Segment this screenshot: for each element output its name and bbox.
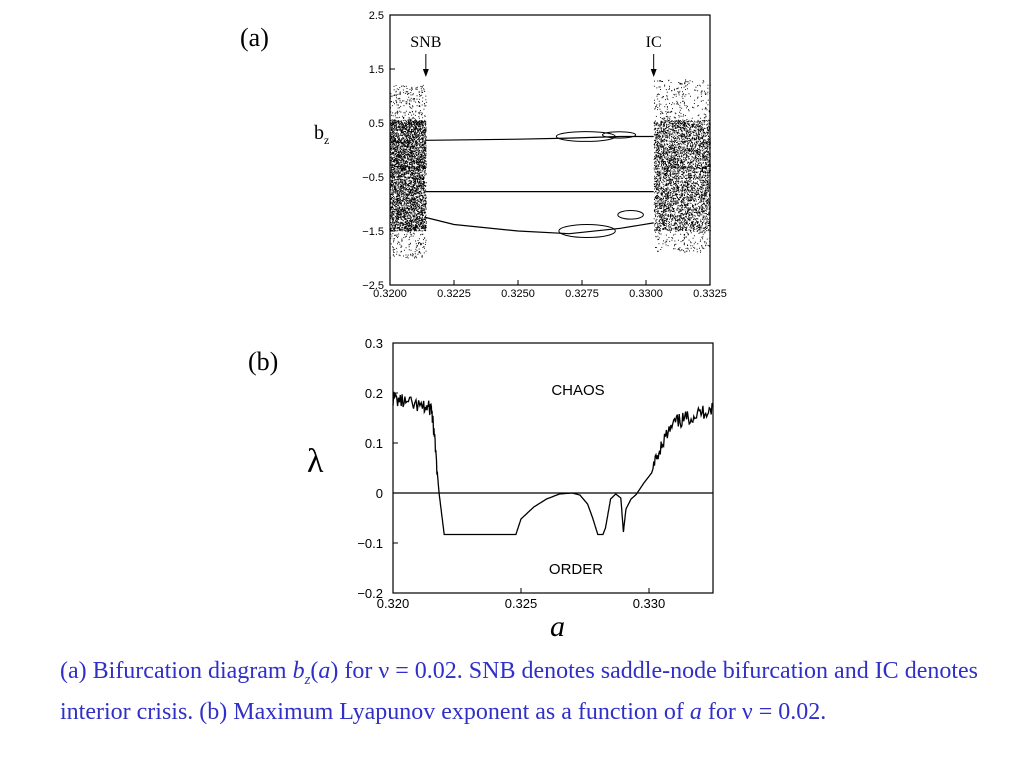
chaotic-band (390, 84, 427, 259)
order-region-label: ORDER (549, 561, 603, 578)
bifurcation-loop (555, 131, 616, 142)
y-axis-label-b: λ (307, 443, 324, 480)
plot-frame-b (392, 342, 714, 594)
caption-a2-italic: a (689, 698, 702, 725)
x-tick-label: 0.3325 (693, 288, 727, 300)
x-axis-a: 0.3200 0.3225 0.3250 0.3275 0.3300 0.3325 (373, 280, 727, 300)
y-tick-label: −0.2 (357, 586, 383, 601)
caption-text-3: for ν = 0.02. (701, 698, 827, 725)
y-tick-label: 0.2 (365, 386, 383, 401)
caption-z-subscript: z (304, 671, 311, 688)
bifurcation-loop (617, 210, 644, 220)
y-tick-label: 0.3 (365, 336, 383, 351)
y-tick-label: −0.5 (362, 172, 384, 184)
y-tick-label: 1.5 (369, 64, 384, 76)
x-tick-label: 0.330 (633, 596, 666, 611)
lyapunov-panel: (b) 0.3 0.2 0.1 0 −0.1 −0.2 0.320 0.325 0.330 λ… (248, 336, 714, 643)
branch-lower (425, 216, 654, 235)
y-tick-label: 0.1 (365, 436, 383, 451)
periodic-branches (425, 131, 654, 238)
y-tick-label: −1.5 (362, 226, 384, 238)
caption-b-italic: b (292, 658, 305, 684)
y-axis-b: 0.3 0.2 0.1 0 −0.1 −0.2 (357, 336, 398, 601)
annotation-arrow-head (650, 69, 657, 77)
figure-caption: (a) Bifurcation diagram bz(a) for ν = 0.… (60, 655, 990, 728)
y-tick-label: 2.5 (369, 10, 384, 22)
bifurcation-loop (558, 224, 616, 238)
plot-frame-a (389, 14, 711, 286)
annotations-a: SNB IC (410, 34, 662, 77)
x-tick-label: 0.320 (377, 596, 410, 611)
band-dots (390, 84, 427, 259)
x-tick-label: 0.3300 (629, 288, 663, 300)
y-tick-label: −2.5 (362, 280, 384, 292)
chaos-region-label: CHAOS (551, 382, 604, 399)
annotation-label: SNB (410, 34, 441, 51)
y-tick-label: −0.1 (357, 536, 383, 551)
annotation-arrow-head (422, 69, 429, 77)
lyapunov-series-line (392, 391, 714, 536)
chaotic-bands (390, 79, 711, 259)
y-axis-label-a: bz (314, 122, 329, 147)
bifurcation-panel: (a) 2.51.50.5−0.5−1.5−2.5 0.3200 0.3225 0.… (240, 10, 727, 300)
x-axis-label-b: a (550, 610, 565, 643)
bifurcation-loop (602, 131, 637, 139)
x-tick-label: 0.3250 (501, 288, 535, 300)
x-tick-label: 0.3225 (437, 288, 471, 300)
x-tick-label: 0.325 (505, 596, 538, 611)
y-tick-label: 0 (376, 486, 383, 501)
caption-text-1: (a) Bifurcation diagram (60, 658, 293, 684)
y-axis-a: 2.5 1.5 0.5 −0.5 −1.5 −2.5 (362, 10, 395, 292)
caption-a-italic: a (318, 658, 331, 684)
panel-b-label: (b) (248, 347, 278, 376)
annotation-label: IC (646, 34, 662, 51)
panel-a-label: (a) (240, 23, 269, 52)
branch-upper (425, 135, 654, 141)
chaotic-band (653, 79, 711, 253)
caption-text-2: ) for ν = 0.02. SNB denotes saddle-node … (60, 658, 978, 725)
y-tick-label: 0.5 (369, 118, 384, 130)
x-tick-label: 0.3200 (373, 288, 407, 300)
caption-paren: ( (310, 658, 319, 684)
band-dots (653, 79, 711, 253)
figure: (a) 2.51.50.5−0.5−1.5−2.5 0.3200 0.3225 0.… (240, 10, 727, 643)
x-tick-label: 0.3275 (565, 288, 599, 300)
x-axis-b: 0.320 0.325 0.330 (377, 588, 666, 611)
